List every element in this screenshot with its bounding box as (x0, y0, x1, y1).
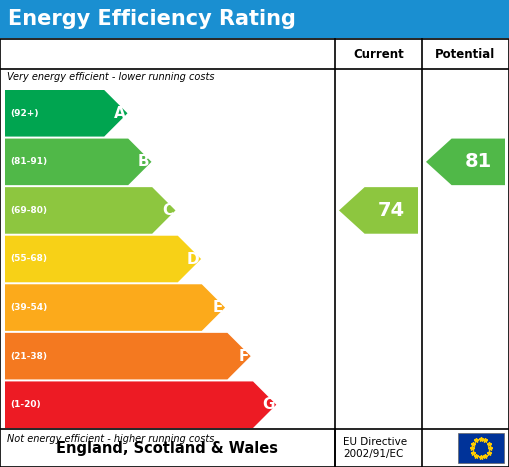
Polygon shape (5, 90, 127, 136)
Text: C: C (162, 203, 174, 218)
Text: A: A (114, 106, 126, 121)
Polygon shape (339, 187, 418, 234)
Text: Energy Efficiency Rating: Energy Efficiency Rating (8, 9, 296, 29)
Bar (458, 433, 504, 463)
Text: E: E (213, 300, 223, 315)
Polygon shape (426, 139, 505, 185)
Text: (1-20): (1-20) (10, 400, 41, 409)
Text: 81: 81 (465, 152, 492, 171)
Polygon shape (5, 333, 251, 379)
Text: Potential: Potential (435, 48, 496, 61)
Text: G: G (262, 397, 274, 412)
Polygon shape (5, 236, 201, 282)
Text: (92+): (92+) (10, 109, 39, 118)
Text: (55-68): (55-68) (10, 255, 47, 263)
Text: EU Directive
2002/91/EC: EU Directive 2002/91/EC (343, 437, 407, 459)
Text: (21-38): (21-38) (10, 352, 47, 361)
Text: D: D (186, 252, 199, 267)
Text: B: B (138, 155, 150, 170)
Text: Not energy efficient - higher running costs: Not energy efficient - higher running co… (7, 434, 214, 444)
Polygon shape (5, 139, 152, 185)
Text: Current: Current (353, 48, 404, 61)
Polygon shape (5, 382, 276, 428)
Text: (81-91): (81-91) (10, 157, 47, 166)
Text: (39-54): (39-54) (10, 303, 47, 312)
Bar (0, 0, 509, 38)
Text: (69-80): (69-80) (10, 206, 47, 215)
Polygon shape (5, 187, 176, 234)
Text: 74: 74 (378, 201, 405, 220)
Text: Very energy efficient - lower running costs: Very energy efficient - lower running co… (7, 72, 214, 82)
Text: F: F (238, 349, 249, 364)
Polygon shape (5, 284, 225, 331)
Text: England, Scotland & Wales: England, Scotland & Wales (56, 440, 278, 455)
